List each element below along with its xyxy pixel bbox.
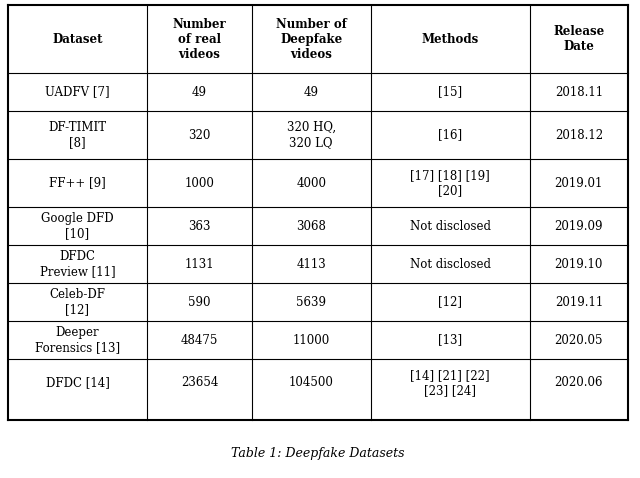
Text: 2018.12: 2018.12: [555, 129, 603, 141]
Text: 3068: 3068: [296, 219, 326, 232]
Text: [15]: [15]: [438, 86, 462, 98]
Text: 1000: 1000: [184, 176, 214, 189]
Text: Table 1: Deepfake Datasets: Table 1: Deepfake Datasets: [231, 446, 404, 459]
Text: Deeper
Forensics [13]: Deeper Forensics [13]: [35, 326, 120, 354]
Text: DFDC [14]: DFDC [14]: [45, 377, 109, 390]
Text: 2018.11: 2018.11: [555, 86, 603, 98]
Text: Google DFD
[10]: Google DFD [10]: [41, 212, 114, 240]
Text: 2019.09: 2019.09: [555, 219, 603, 232]
Text: 23654: 23654: [180, 377, 218, 390]
Text: Not disclosed: Not disclosed: [410, 219, 491, 232]
Text: Methods: Methods: [422, 33, 479, 45]
Text: [13]: [13]: [438, 334, 462, 347]
Text: [16]: [16]: [438, 129, 462, 141]
Text: 2020.05: 2020.05: [555, 334, 603, 347]
Text: 2019.11: 2019.11: [555, 295, 603, 308]
Text: 5639: 5639: [296, 295, 326, 308]
Text: Release
Date: Release Date: [553, 25, 605, 53]
Text: 4113: 4113: [296, 258, 326, 271]
Text: Number of
Deepfake
videos: Number of Deepfake videos: [276, 18, 347, 61]
Text: 49: 49: [192, 86, 207, 98]
Text: Dataset: Dataset: [52, 33, 102, 45]
Text: 48475: 48475: [180, 334, 218, 347]
Text: UADFV [7]: UADFV [7]: [45, 86, 110, 98]
Text: Number
of real
videos: Number of real videos: [173, 18, 227, 61]
Text: DF-TIMIT
[8]: DF-TIMIT [8]: [49, 121, 106, 149]
Text: DFDC
Preview [11]: DFDC Preview [11]: [40, 250, 115, 278]
Text: 320: 320: [188, 129, 211, 141]
Text: Not disclosed: Not disclosed: [410, 258, 491, 271]
Text: 2019.01: 2019.01: [555, 176, 603, 189]
Text: 104500: 104500: [289, 377, 333, 390]
Text: Celeb-DF
[12]: Celeb-DF [12]: [49, 288, 106, 316]
Text: [14] [21] [22]
[23] [24]: [14] [21] [22] [23] [24]: [410, 369, 490, 397]
Text: 363: 363: [188, 219, 211, 232]
Text: 2020.06: 2020.06: [555, 377, 603, 390]
Text: 11000: 11000: [292, 334, 330, 347]
Text: [12]: [12]: [438, 295, 462, 308]
Text: 320 HQ,
320 LQ: 320 HQ, 320 LQ: [287, 121, 336, 149]
Text: 4000: 4000: [296, 176, 326, 189]
Text: 590: 590: [188, 295, 211, 308]
Text: 2019.10: 2019.10: [555, 258, 603, 271]
Text: [17] [18] [19]
[20]: [17] [18] [19] [20]: [410, 169, 490, 197]
Text: 49: 49: [304, 86, 319, 98]
Text: 1131: 1131: [184, 258, 214, 271]
Text: FF++ [9]: FF++ [9]: [49, 176, 106, 189]
